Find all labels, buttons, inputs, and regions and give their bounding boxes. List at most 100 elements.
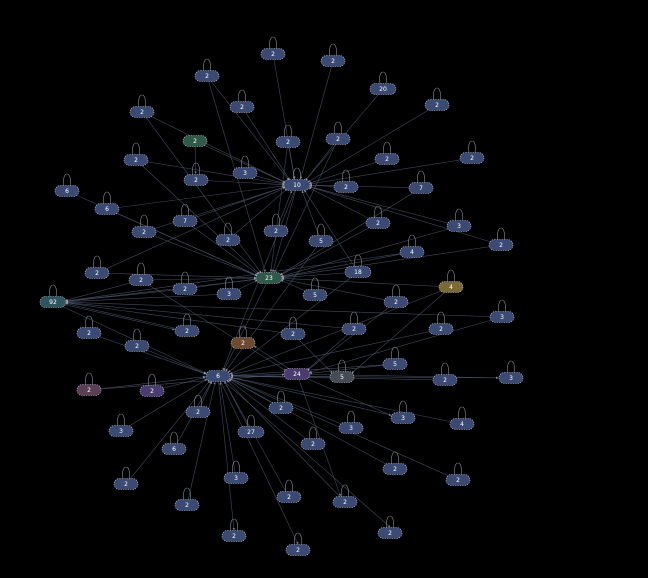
graph-node[interactable]: 2 xyxy=(321,56,345,67)
graph-node[interactable]: 24 xyxy=(284,369,310,380)
graph-node[interactable]: 3 xyxy=(217,289,241,300)
graph-node[interactable]: 2 xyxy=(286,545,310,556)
graph-node[interactable]: 27 xyxy=(238,427,264,438)
node-label: 2 xyxy=(135,343,139,350)
graph-node[interactable]: 2 xyxy=(77,328,101,339)
graph-edge xyxy=(107,186,284,209)
graph-node[interactable]: 2 xyxy=(195,71,219,82)
graph-node[interactable]: 2 xyxy=(129,275,153,286)
graph-node[interactable]: 92 xyxy=(40,297,66,308)
graph-node[interactable]: 5 xyxy=(309,236,333,247)
graph-node[interactable]: 2 xyxy=(277,492,301,503)
self-loop-edge xyxy=(442,363,449,375)
graph-node[interactable]: 5 xyxy=(383,359,407,370)
graph-node[interactable]: 2 xyxy=(261,49,285,60)
graph-node[interactable]: 2 xyxy=(366,218,390,229)
graph-node[interactable]: 3 xyxy=(499,373,523,384)
self-loop-edge xyxy=(342,485,349,497)
node-label: 7 xyxy=(419,185,423,192)
graph-node[interactable]: 2 xyxy=(124,155,148,166)
graph-node[interactable]: 6 xyxy=(162,444,186,455)
graph-node[interactable]: 2 xyxy=(85,268,109,279)
graph-node[interactable]: 2 xyxy=(342,324,366,335)
graph-node[interactable]: 4 xyxy=(439,282,463,293)
self-loop-edge xyxy=(138,263,145,275)
graph-node[interactable]: 2 xyxy=(383,464,407,475)
graph-node[interactable]: 2 xyxy=(114,479,138,490)
graph-node[interactable]: 2 xyxy=(175,500,199,511)
graph-node[interactable]: 2 xyxy=(269,403,293,414)
graph-node[interactable]: 2 xyxy=(326,134,350,145)
graph-node[interactable]: 2 xyxy=(375,154,399,165)
graph-node[interactable]: 2 xyxy=(125,341,149,352)
graph-node[interactable]: 2 xyxy=(384,297,408,308)
self-loop-edge xyxy=(434,88,441,100)
node-label: 2 xyxy=(439,326,443,333)
graph-node[interactable]: 3 xyxy=(224,473,248,484)
graph-node[interactable]: 7 xyxy=(409,183,433,194)
graph-node[interactable]: 3 xyxy=(447,221,471,232)
graph-node[interactable]: 2 xyxy=(334,182,358,193)
graph-node[interactable]: 2 xyxy=(173,284,197,295)
graph-node[interactable]: 2 xyxy=(132,227,156,238)
node-label: 2 xyxy=(291,331,295,338)
graph-node[interactable]: 2 xyxy=(186,407,210,418)
graph-node[interactable]: 6 xyxy=(55,186,79,197)
graph-node[interactable]: 23 xyxy=(256,273,282,284)
self-loop-edge xyxy=(335,122,342,134)
graph-node[interactable]: 3 xyxy=(339,423,363,434)
graph-node[interactable]: 2 xyxy=(222,531,246,542)
node-label: 5 xyxy=(313,292,317,299)
graph-node[interactable]: 5 xyxy=(303,290,327,301)
graph-node[interactable]: 2 xyxy=(460,153,484,164)
graph-node[interactable]: 20 xyxy=(370,84,396,95)
node-label: 4 xyxy=(460,421,464,428)
graph-edge xyxy=(196,180,284,185)
graph-node[interactable]: 2 xyxy=(446,475,470,486)
graph-node[interactable]: 2 xyxy=(378,528,402,539)
graph-edge xyxy=(231,377,462,424)
self-loop-edge xyxy=(270,37,277,49)
graph-node[interactable]: 3 xyxy=(391,413,415,424)
graph-node[interactable]: 4 xyxy=(400,247,424,258)
self-loop-edge xyxy=(204,59,211,71)
graph-node[interactable]: 2 xyxy=(231,338,255,349)
node-label: 5 xyxy=(393,361,397,368)
graph-node[interactable]: 2 xyxy=(281,329,305,340)
graph-node[interactable]: 3 xyxy=(233,168,257,179)
graph-node[interactable]: 18 xyxy=(345,267,371,278)
self-loop-edge xyxy=(242,156,249,168)
self-loop-edge xyxy=(438,312,445,324)
graph-node[interactable]: 2 xyxy=(276,137,300,148)
graph-node[interactable]: 7 xyxy=(173,216,197,227)
graph-node[interactable]: 2 xyxy=(264,226,288,237)
graph-node[interactable]: 2 xyxy=(77,385,101,396)
graph-node[interactable]: 4 xyxy=(450,419,474,430)
graph-node[interactable]: 2 xyxy=(301,439,325,450)
graph-node[interactable]: 2 xyxy=(184,175,208,186)
graph-node[interactable]: 2 xyxy=(230,102,254,113)
node-label: 2 xyxy=(376,220,380,227)
graph-node[interactable]: 2 xyxy=(130,107,154,118)
graph-edge xyxy=(282,278,451,287)
graph-node[interactable]: 2 xyxy=(216,235,240,246)
graph-node[interactable]: 5 xyxy=(330,372,354,383)
graph-node[interactable]: 6 xyxy=(95,204,119,215)
graph-node[interactable]: 10 xyxy=(284,180,310,191)
graph-node[interactable]: 2 xyxy=(433,375,457,386)
graph-node[interactable]: 2 xyxy=(140,386,164,397)
graph-node[interactable]: 3 xyxy=(109,426,133,437)
node-label: 18 xyxy=(354,269,362,276)
graph-node[interactable]: 2 xyxy=(333,497,357,508)
graph-node[interactable]: 2 xyxy=(425,100,449,111)
graph-node[interactable]: 2 xyxy=(489,240,513,251)
graph-edge xyxy=(185,221,258,274)
graph-node[interactable]: 6 xyxy=(206,371,230,382)
graph-edge xyxy=(53,302,206,373)
graph-node[interactable]: 3 xyxy=(490,312,514,323)
graph-node[interactable]: 2 xyxy=(183,136,207,147)
graph-node[interactable]: 2 xyxy=(429,324,453,335)
node-label: 2 xyxy=(274,228,278,235)
node-label: 2 xyxy=(140,109,144,116)
graph-node[interactable]: 2 xyxy=(175,326,199,337)
